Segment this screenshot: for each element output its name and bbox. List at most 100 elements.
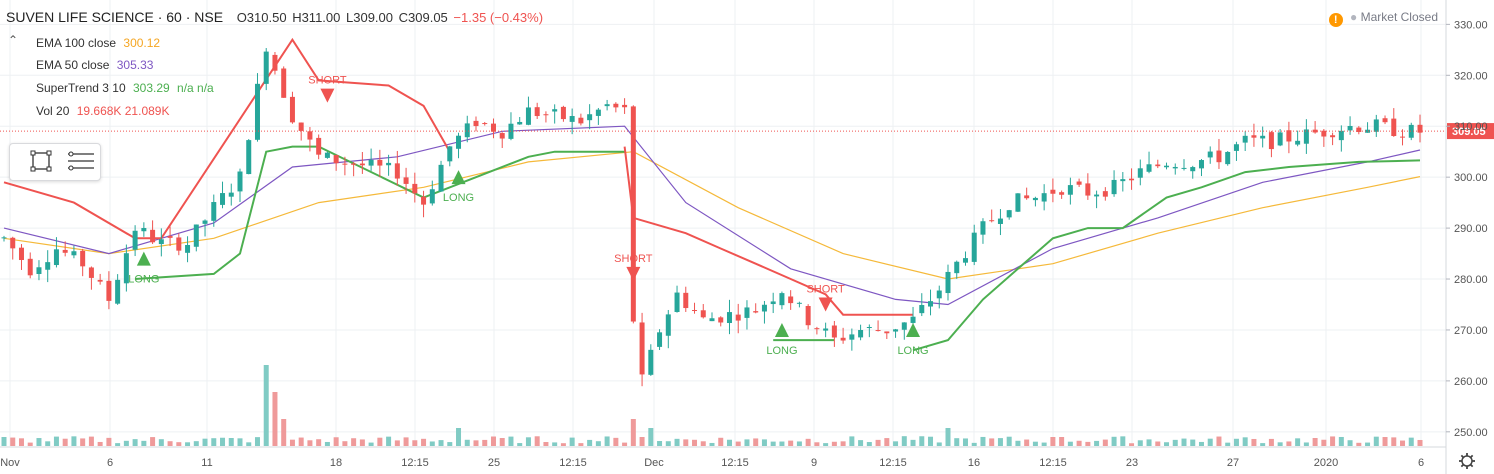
legend-volume-label: Vol 20 — [36, 104, 70, 118]
volume-bar — [1382, 437, 1388, 446]
candle-body — [761, 304, 767, 312]
candle-body — [1032, 197, 1038, 201]
volume-bar — [910, 439, 916, 446]
candle-body — [1286, 130, 1292, 142]
volume-bar — [622, 442, 628, 446]
legend-ema100-label: EMA 100 close — [36, 36, 117, 50]
candle-body — [866, 327, 872, 329]
volume-bar — [1251, 438, 1257, 446]
y-tick-label: 250.00 — [1454, 427, 1488, 439]
candle-body — [665, 314, 671, 336]
candle-body — [167, 236, 173, 238]
candle-body — [674, 292, 680, 312]
candle-body — [228, 192, 234, 197]
supertrend-up-line — [912, 159, 1421, 352]
candle-body — [456, 135, 462, 149]
volume-bar — [604, 436, 610, 446]
candle-body — [1059, 192, 1065, 195]
volume-bar — [1286, 441, 1292, 446]
short-signal-arrow — [818, 297, 833, 312]
legend-volume[interactable]: Vol 20 19.668K 21.089K — [36, 104, 169, 118]
volume-bar — [1032, 441, 1038, 446]
settings-lines-icon[interactable] — [68, 151, 94, 171]
symbol-header: SUVEN LIFE SCIENCE · 60 · NSE O310.50 H3… — [6, 9, 543, 25]
volume-bar — [482, 439, 488, 446]
volume-bar — [997, 438, 1003, 446]
candle-body — [823, 328, 829, 331]
legend-ema100[interactable]: EMA 100 close 300.12 — [36, 36, 160, 50]
candle-body — [1391, 118, 1397, 136]
volume-bar — [805, 438, 811, 446]
volume-bar — [394, 440, 400, 446]
volume-bar — [1085, 441, 1091, 446]
rectangle-tool-icon[interactable] — [30, 150, 52, 172]
candle-body — [613, 103, 619, 108]
volume-bar — [421, 438, 427, 446]
symbol-title[interactable]: SUVEN LIFE SCIENCE · 60 · NSE — [6, 9, 224, 25]
candle-body — [403, 177, 409, 184]
volume-bar — [831, 441, 837, 446]
candle-body — [342, 163, 348, 165]
legend-supertrend[interactable]: SuperTrend 3 10 303.29 n/a n/a — [36, 81, 214, 95]
candle-body — [1207, 151, 1213, 158]
volume-bar — [106, 437, 112, 446]
volume-bar — [578, 443, 584, 446]
volume-bar — [176, 442, 182, 446]
volume-bar — [901, 436, 907, 446]
volume-bar — [97, 441, 103, 446]
volume-bar — [840, 441, 846, 446]
volume-bar — [788, 440, 794, 446]
chart-settings-gear-icon[interactable] — [1459, 453, 1475, 469]
candle-body — [971, 232, 977, 262]
x-tick-label: 12:15 — [559, 457, 587, 469]
x-tick-label: 9 — [811, 457, 817, 469]
warning-icon[interactable]: ! — [1328, 13, 1343, 27]
legend-supertrend-value: 303.29 — [132, 81, 170, 95]
candle-body — [604, 104, 610, 107]
candle-body — [97, 279, 103, 282]
volume-bar — [272, 392, 278, 446]
short-signal-label: SHORT — [806, 283, 845, 295]
volume-bar — [1233, 438, 1239, 446]
candle-body — [657, 332, 663, 347]
volume-bar — [464, 439, 470, 446]
short-signal-label: SHORT — [614, 253, 653, 265]
volume-bar — [412, 440, 418, 446]
long-signal-label: LONG — [766, 345, 797, 357]
candle-body — [289, 96, 295, 123]
volume-bar — [1268, 438, 1274, 446]
candle-body — [1015, 193, 1021, 212]
legend-collapse-chevron-icon[interactable]: ⌃ — [8, 33, 19, 47]
legend-ema50[interactable]: EMA 50 close 305.33 — [36, 58, 153, 72]
volume-bar — [403, 437, 409, 446]
candle-body — [858, 330, 864, 338]
candle-body — [1, 237, 7, 239]
candle-body — [1041, 193, 1047, 202]
volume-bar — [490, 436, 496, 446]
candle-body — [1024, 195, 1030, 199]
volume-bar — [945, 428, 951, 446]
candle-body — [490, 123, 496, 132]
candle-body — [438, 164, 444, 192]
volume-bar — [1225, 442, 1231, 446]
candle-body — [989, 220, 995, 222]
candle-body — [1347, 125, 1353, 131]
candle-body — [525, 107, 531, 125]
volume-bar — [1146, 439, 1152, 446]
volume-bar — [1198, 441, 1204, 446]
candle-body — [333, 155, 339, 164]
volume-bar — [1216, 436, 1222, 446]
candle-body — [1356, 127, 1362, 132]
candle-body — [884, 331, 890, 334]
volume-bar — [499, 438, 505, 446]
long-signal-arrow — [451, 170, 466, 185]
candle-body — [831, 325, 837, 338]
candle-body — [980, 221, 986, 235]
candle-body — [132, 230, 138, 250]
volume-bar — [263, 365, 269, 446]
volume-bar — [595, 441, 601, 446]
candle-body — [954, 261, 960, 274]
volume-bar — [796, 441, 802, 446]
candle-body — [796, 302, 802, 304]
